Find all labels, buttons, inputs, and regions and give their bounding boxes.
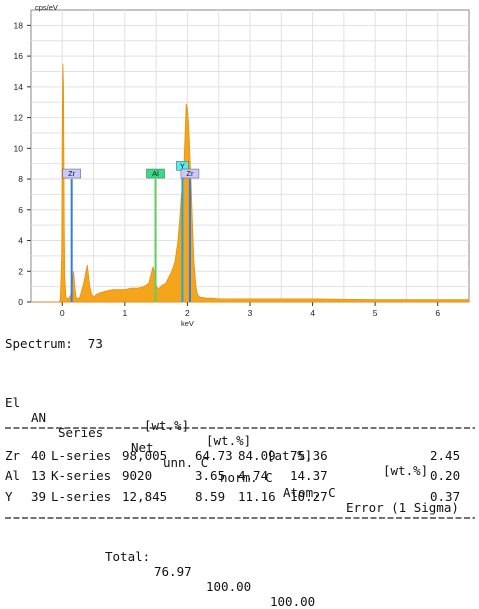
spectrum-line: Spectrum: 73 <box>5 336 103 351</box>
cell-el: Zr <box>5 448 21 463</box>
x-axis-label: keV <box>181 319 194 328</box>
cell-el: Y <box>5 489 13 504</box>
y-tick-label: 0 <box>18 297 23 307</box>
total-atom: 100.00 <box>270 594 316 609</box>
divider-bottom <box>5 517 475 519</box>
header-series: Series <box>58 425 104 440</box>
y-tick-label: 12 <box>14 113 24 123</box>
cell-atom: 14.37 <box>290 468 328 483</box>
header-an: AN <box>31 410 47 425</box>
table-row: Zr 40 L-series 98,005 64.73 84.09 75.36 2.45 <box>0 448 479 464</box>
y-tick-label: 16 <box>14 51 24 61</box>
spectrum-label: Spectrum: <box>5 336 73 351</box>
marker-box-zr <box>180 168 200 179</box>
header-norm: norm. C <box>220 470 273 485</box>
cell-unn: 3.65 <box>195 468 226 483</box>
x-tick-label: 5 <box>373 308 378 318</box>
header-el: El <box>5 395 21 410</box>
cell-err: 0.20 <box>430 468 461 483</box>
cell-an: 40 <box>31 448 47 463</box>
y-tick-label: 4 <box>18 236 23 246</box>
cell-atom: 10.27 <box>290 489 328 504</box>
y-axis-label: cps/eV <box>35 3 58 12</box>
marker-label-al: Al <box>152 169 159 178</box>
cell-series: K-series <box>51 468 112 483</box>
marker-label-zr: Zr <box>68 169 76 178</box>
cell-atom: 75.36 <box>290 448 328 463</box>
total-norm: 100.00 <box>206 579 252 594</box>
header-net: Net <box>131 440 154 455</box>
cell-unn: 64.73 <box>195 448 233 463</box>
x-tick-label: 3 <box>248 308 253 318</box>
y-tick-label: 2 <box>18 266 23 276</box>
marker-box-al <box>146 168 165 179</box>
y-tick-label: 18 <box>14 20 24 30</box>
cell-el: Al <box>5 468 21 483</box>
y-tick-label: 14 <box>14 82 24 92</box>
cell-series: L-series <box>51 448 112 463</box>
header-error: Error (1 Sigma) <box>346 500 459 515</box>
cell-an: 13 <box>31 468 47 483</box>
table-row: Y 39 L-series 12,845 8.59 11.16 10.27 0.37 <box>0 489 479 505</box>
total-row: Total: 76.97 100.00 100.00 <box>0 534 479 609</box>
marker-label-y: Y <box>180 161 185 170</box>
table-header-row: El AN Series Net unn. C norm. C Atom. C … <box>0 380 479 515</box>
y-tick-label: 10 <box>14 143 24 153</box>
unit-norm: [wt.%] <box>206 433 252 448</box>
cell-series: L-series <box>51 489 112 504</box>
unit-unn: [wt.%] <box>144 418 190 433</box>
cell-an: 39 <box>31 489 47 504</box>
unit-atom: [at.%] <box>267 448 313 463</box>
cell-net: 12,845 <box>122 489 168 504</box>
y-tick-label: 6 <box>18 205 23 215</box>
spectrum-value: 73 <box>87 336 103 351</box>
table-unit-row: [wt.%] [wt.%] [at.%] [wt.%] <box>0 403 479 478</box>
cell-err: 0.37 <box>430 489 461 504</box>
cell-unn: 8.59 <box>195 489 226 504</box>
x-tick-label: 4 <box>310 308 315 318</box>
y-tick-label: 8 <box>18 174 23 184</box>
cell-err: 2.45 <box>430 448 461 463</box>
header-atom: Atom. C <box>283 485 336 500</box>
marker-label-zr: Zr <box>186 169 194 178</box>
marker-box-zr <box>62 168 81 179</box>
x-tick-label: 2 <box>185 308 190 318</box>
cell-net: 9020 <box>122 468 153 483</box>
cell-net: 98,005 <box>122 448 168 463</box>
header-unn: unn. C <box>163 455 209 470</box>
x-tick-label: 6 <box>435 308 440 318</box>
x-tick-label: 1 <box>122 308 127 318</box>
cell-norm: 4.74 <box>238 468 269 483</box>
total-unn: 76.97 <box>154 564 192 579</box>
cell-norm: 84.09 <box>238 448 276 463</box>
divider-top <box>5 427 475 429</box>
table-row: Al 13 K-series 9020 3.65 4.74 14.37 0.20 <box>0 468 479 484</box>
x-tick-label: 0 <box>60 308 65 318</box>
total-label: Total: <box>105 549 151 564</box>
unit-error: [wt.%] <box>383 463 429 478</box>
cell-norm: 11.16 <box>238 489 276 504</box>
